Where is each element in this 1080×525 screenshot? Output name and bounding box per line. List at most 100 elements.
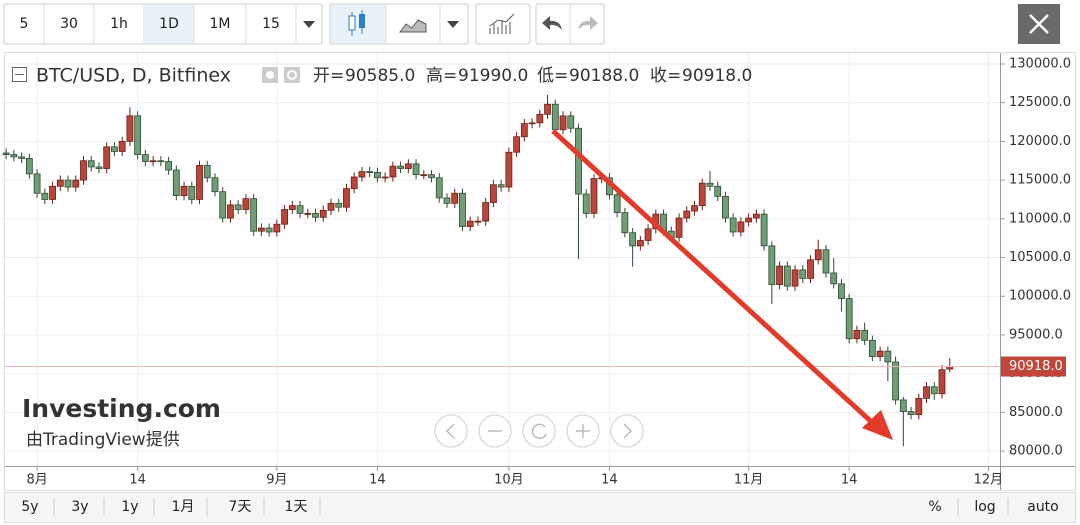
brand-watermark: Investing.com [22,394,221,423]
candle-body [33,173,41,194]
candle-body [907,411,915,416]
candle-body [884,350,892,363]
candle-body [768,245,776,285]
candle-body [211,177,219,193]
candle-body [822,249,830,274]
candle-body [10,154,18,158]
candle-body [319,209,327,218]
legend-value: 90188.0 [569,66,639,86]
chart-title: BTC/USD, D, Bitfinex [36,65,231,87]
scroll-left[interactable] [434,414,468,448]
candle-body [791,269,799,287]
scroll-right[interactable] [610,414,644,448]
scale-button[interactable]: % [928,499,941,515]
candle-icon[interactable] [348,10,365,36]
candle-body [288,205,296,210]
candle-body [722,195,729,219]
interval-button[interactable]: 1D [159,16,179,32]
x-tick-label: 14 [369,473,386,488]
candle-body [644,228,652,241]
candle-body [845,298,853,340]
candle-body [257,227,265,232]
candle-body [838,283,845,299]
candle-body [343,188,350,208]
x-tick-label: 11月 [734,473,764,488]
range-button[interactable]: 3y [71,499,88,515]
candle-body [2,152,10,155]
candle-body [72,179,80,188]
candle-body [404,163,412,169]
candle-body [582,193,590,214]
candle-body [706,182,714,187]
interval-button[interactable]: 5 [20,16,29,32]
candle-body [265,227,273,233]
y-tick-label: 105000.0 [1009,250,1071,265]
last-price-label: 90918.0 [1009,359,1063,374]
x-tick-label: 9月 [266,473,287,488]
candle-body [87,160,95,168]
range-button[interactable]: 7天 [229,499,252,515]
candle-body [118,140,126,152]
redo-icon[interactable] [578,16,598,30]
y-tick-label: 120000.0 [1009,134,1071,149]
legend-label: 收= [650,66,681,86]
x-tick-label: 10月 [494,473,524,488]
active-style [331,5,386,43]
candle-body [675,217,683,238]
active-interval [145,5,194,43]
candle-body [899,399,907,412]
credit-link[interactable]: 由TradingView提供 [26,430,180,450]
range-button[interactable]: 5y [21,499,38,515]
area-icon[interactable] [399,19,427,33]
undo-icon[interactable] [542,16,562,30]
candle-body [698,182,706,207]
candle-body [861,329,869,341]
candle-body [613,194,621,214]
range-button[interactable]: 1y [121,499,138,515]
candle-body [350,176,358,190]
y-tick-label: 80000.0 [1009,444,1063,459]
candle-body [482,202,490,222]
candle-body [629,232,637,247]
candle-body [714,185,722,197]
candle-body [111,146,118,152]
legend-label: 高= [426,66,457,86]
candle-body [312,212,319,218]
candle-body [126,115,134,142]
interval-button[interactable]: 1M [210,16,231,32]
legend-value: 91990.0 [458,66,528,86]
candle-body [505,151,513,188]
interval-button[interactable]: 15 [262,16,280,32]
settings-icon[interactable] [284,67,300,83]
candle-body [296,205,304,214]
scale-button[interactable]: auto [1027,499,1059,515]
candle-body [219,191,227,219]
dropdown-arrow[interactable] [447,21,459,28]
candle-body [915,397,923,416]
indicators-button[interactable] [475,3,531,45]
x-tick-label: 14 [841,473,858,488]
scale-button[interactable]: log [974,499,995,515]
candle-body [49,185,56,200]
legend-label: 低= [537,66,568,86]
candle-body [157,160,165,163]
candle-body [273,223,281,233]
range-button[interactable]: 1月 [172,499,195,515]
candle-body [876,350,884,357]
interval-button[interactable]: 30 [60,16,78,32]
candle-body [807,259,814,279]
candle-body [474,220,482,223]
candle-body [683,210,691,219]
reset[interactable] [522,414,556,448]
interval-button[interactable]: 1h [110,16,128,32]
candle-body [435,177,443,199]
y-tick-label: 115000.0 [1009,173,1071,188]
candle-body [520,123,528,138]
candle-body [745,217,753,223]
range-button[interactable]: 1天 [285,499,308,515]
candle-body [358,171,366,178]
candle-body [544,103,551,115]
dropdown-arrow[interactable] [303,21,315,28]
candle-body [513,136,521,153]
candle-body [149,160,157,163]
